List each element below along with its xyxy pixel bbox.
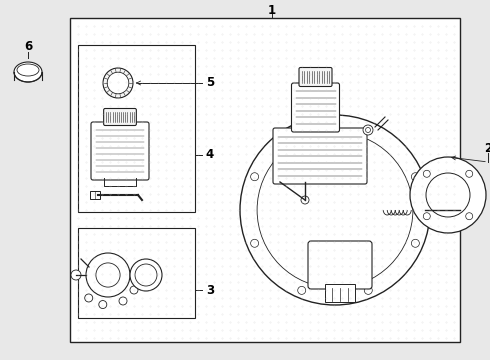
FancyBboxPatch shape [292,83,340,132]
Circle shape [423,170,430,177]
Circle shape [130,286,138,294]
Circle shape [107,72,129,94]
FancyBboxPatch shape [91,122,149,180]
Circle shape [301,196,309,204]
Circle shape [298,126,306,134]
Ellipse shape [17,64,39,76]
Circle shape [86,253,130,297]
Circle shape [298,286,306,294]
FancyBboxPatch shape [104,108,136,126]
Text: 6: 6 [24,40,32,54]
Circle shape [250,239,259,247]
Text: 1: 1 [268,4,276,17]
Circle shape [363,125,373,135]
FancyBboxPatch shape [299,68,332,86]
Text: 2: 2 [484,141,490,154]
Circle shape [130,259,162,291]
Text: 3: 3 [206,284,214,297]
Bar [90,191,100,199]
FancyBboxPatch shape [273,128,367,184]
Circle shape [466,213,473,220]
Circle shape [459,206,467,214]
FancyBboxPatch shape [308,241,372,289]
Circle shape [240,115,430,305]
Bar [325,284,355,302]
Circle shape [71,270,81,280]
Circle shape [412,173,419,181]
Circle shape [96,263,120,287]
Circle shape [257,132,413,288]
Circle shape [366,127,370,132]
Circle shape [423,213,430,220]
Bar [78,228,195,318]
Circle shape [99,301,107,309]
Bar [78,45,195,212]
Circle shape [410,157,486,233]
Circle shape [426,173,470,217]
Circle shape [135,264,157,286]
Ellipse shape [14,62,42,82]
Bar [70,18,460,342]
Circle shape [412,239,419,247]
Circle shape [119,297,127,305]
Text: 4: 4 [206,148,214,162]
Circle shape [250,173,259,181]
Circle shape [466,170,473,177]
Circle shape [364,286,372,294]
Text: 5: 5 [206,77,214,90]
Circle shape [85,294,93,302]
Circle shape [364,126,372,134]
Circle shape [103,68,133,98]
